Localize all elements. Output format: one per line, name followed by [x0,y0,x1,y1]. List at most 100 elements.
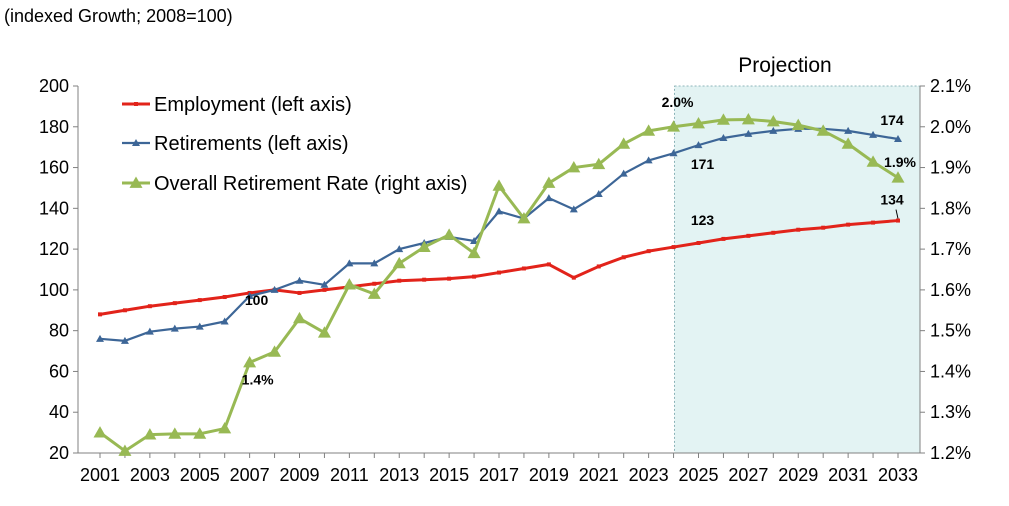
annotation-leader [895,209,899,219]
rate-point [692,117,705,129]
retirements-point [120,336,129,344]
employment-point [871,220,876,225]
annotation-label: 123 [691,212,715,228]
rate-point [741,112,755,125]
employment-point [796,227,801,232]
rate-point [93,426,107,438]
projection-region [674,85,921,454]
rate-point [891,171,905,183]
rate-point [592,157,606,170]
left-tick-label: 120 [39,239,69,259]
employment-point [197,298,202,303]
x-tick-label: 2023 [629,465,669,485]
x-tick-label: 2009 [279,465,319,485]
retirements-point [694,141,703,149]
employment-point [646,249,651,254]
retirements-point [719,133,728,141]
employment-point [671,245,676,250]
retirements-point [594,190,603,198]
retirements-point [145,327,154,335]
employment-point [447,276,452,281]
employment-point [771,230,776,235]
right-tick-label: 2.1% [930,76,971,96]
retirements-point [270,285,279,293]
x-tick-label: 2033 [878,465,918,485]
left-tick-label: 80 [49,321,69,341]
rate-point [143,428,157,440]
employment-point [546,262,551,267]
x-tick-label: 2021 [579,465,619,485]
employment-point [422,277,427,282]
retirements-point [195,322,204,330]
rate-point [517,212,531,224]
employment-point [172,301,177,306]
rate-point [667,120,681,132]
x-tick-label: 2015 [429,465,469,485]
rate-point [367,287,381,299]
retirements-point [345,259,354,267]
x-tick-label: 2001 [80,465,120,485]
annotation-label: 100 [245,292,269,308]
rate-point [218,422,232,434]
left-tick-label: 100 [39,280,69,300]
left-tick-label: 20 [49,443,69,463]
rate-point [542,176,556,188]
rate-point [293,311,306,324]
annotation-label: 1.4% [242,371,274,387]
employment-point [596,264,601,269]
right-tick-label: 1.4% [930,361,971,381]
retirements-point [644,156,653,164]
retirements-point [669,149,678,157]
left-tick-label: 180 [39,117,69,137]
employment-point [621,255,626,260]
rate-point [392,256,406,269]
rate-point [567,161,581,173]
employment-point [297,290,302,295]
right-tick-label: 2.0% [930,117,971,137]
rate-point [168,427,182,439]
retirements-point [295,276,304,284]
employment-point [472,274,477,279]
annotation-label: 2.0% [662,94,694,110]
employment-point [372,281,377,286]
annotation-label: 171 [691,156,715,172]
retirements-point [769,126,778,134]
rate-point [617,137,631,149]
annotation-label: 134 [880,192,904,208]
rate-point [417,240,431,252]
retirements-point [844,126,853,134]
retirements-point [170,324,179,332]
x-tick-label: 2019 [529,465,569,485]
retirements-point [495,207,503,215]
right-tick-label: 1.7% [930,239,971,259]
right-tick-label: 1.6% [930,280,971,300]
rate-point [716,113,730,125]
annotation-label: 1.9% [884,154,916,170]
left-tick-label: 160 [39,158,69,178]
employment-point [147,304,152,309]
rate-point [342,278,356,290]
retirements-point [245,292,254,300]
employment-point [222,295,227,300]
plot-area: Projection 20 40 60 80 100 120 140 160 180 200 1.2%… [39,54,971,485]
right-tick-label: 1.8% [930,198,971,218]
rate-point [467,246,481,259]
rate-point [816,124,830,136]
rate-point [791,118,805,131]
legend-employment-label: Employment (left axis) [154,94,352,116]
employment-point [521,266,526,271]
retirements-point [370,259,379,267]
x-tick-label: 2003 [130,465,170,485]
retirements-point [395,245,404,253]
retirements-point [869,130,878,138]
legend-rate-marker [129,176,143,188]
x-tick-label: 2007 [230,465,270,485]
employment-point [746,233,751,238]
x-tick-label: 2013 [379,465,419,485]
annotation-label: 174 [880,112,904,128]
x-tick-label: 2005 [180,465,220,485]
rate-point [268,345,282,357]
left-tick-label: 140 [39,198,69,218]
employment-point [721,236,726,241]
